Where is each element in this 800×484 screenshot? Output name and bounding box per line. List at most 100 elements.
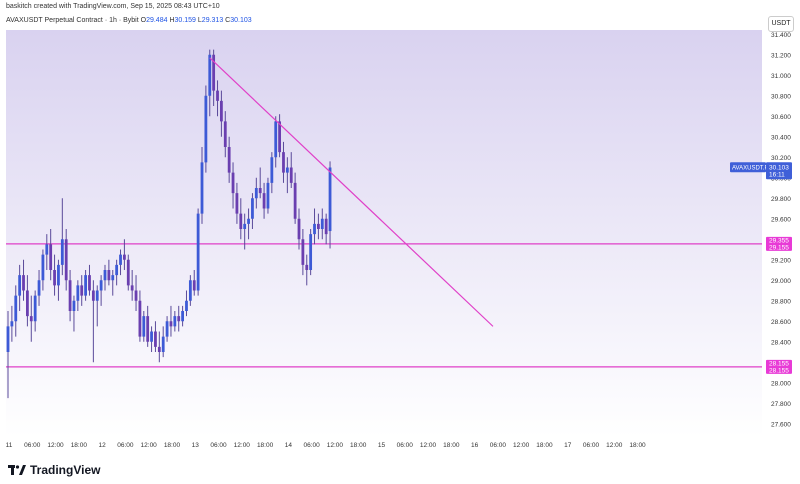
candle-body xyxy=(130,285,134,291)
candle-body xyxy=(278,121,281,153)
candle-body xyxy=(80,285,84,296)
candle-body xyxy=(208,54,212,96)
candle-body xyxy=(115,264,119,276)
y-tick-label: 29.800 xyxy=(771,196,791,203)
high-label: H xyxy=(169,17,175,24)
candle-body xyxy=(200,162,204,214)
logo-text: TradingView xyxy=(30,463,101,477)
candle-body xyxy=(181,311,184,322)
candle-body xyxy=(289,167,293,183)
candle-body xyxy=(328,167,332,232)
x-tick-label: 16 xyxy=(471,442,479,449)
candle-body xyxy=(37,280,41,296)
candle-body xyxy=(41,254,45,281)
price-badge-countdown: 16:11 xyxy=(769,172,785,179)
candle-body xyxy=(169,321,173,327)
candle-body xyxy=(72,300,76,311)
open-value: 29.484 xyxy=(146,17,168,24)
candle-body xyxy=(247,218,250,224)
y-tick-label: 31.000 xyxy=(771,73,791,80)
y-tick-label: 30.200 xyxy=(771,155,791,162)
candle-body xyxy=(212,54,216,91)
symbol-name: AVAXUSDT Perpetual Contract · 1h · Bybit xyxy=(6,17,139,24)
credit-text: baskitch created with TradingView.com, S… xyxy=(6,3,220,10)
candle-body xyxy=(123,254,126,260)
candle-body xyxy=(188,280,192,301)
x-tick-label: 17 xyxy=(564,442,572,449)
candle-body xyxy=(313,223,316,235)
candle-body xyxy=(119,254,122,265)
candle-body xyxy=(157,346,161,352)
candle-body xyxy=(239,213,243,229)
y-tick-label: 28.600 xyxy=(771,319,791,326)
x-tick-label: 06:00 xyxy=(210,442,227,449)
y-tick-label: 30.600 xyxy=(771,114,791,121)
candle-body xyxy=(150,331,153,342)
open-label: O xyxy=(140,17,147,24)
x-tick-label: 12:00 xyxy=(513,442,530,449)
candle-body xyxy=(99,280,103,291)
y-tick-label: 31.400 xyxy=(771,32,791,39)
time-axis[interactable]: 11 06:00 12:00 18:00 12 06:00 12:00 18:00 13 06:0… xyxy=(6,442,646,449)
x-tick-label: 12:00 xyxy=(47,442,64,449)
candle-body xyxy=(254,188,258,199)
x-tick-label: 18:00 xyxy=(71,442,88,449)
low-value: 29.313 xyxy=(201,17,224,24)
symbol-legend: AVAXUSDT Perpetual Contract · 1h · Bybit… xyxy=(6,17,252,24)
candle-body xyxy=(33,295,37,322)
horizontal-levels xyxy=(6,243,762,368)
candle-body xyxy=(320,218,324,229)
candle-body xyxy=(146,316,150,342)
candle-body xyxy=(103,270,107,281)
candle-body xyxy=(29,316,33,322)
x-tick-label: 12:00 xyxy=(234,442,251,449)
currency-button[interactable]: USDT xyxy=(768,16,794,32)
candle-body xyxy=(258,188,262,194)
y-tick-label: 27.800 xyxy=(771,401,791,408)
candle-body xyxy=(154,331,157,347)
candle-body xyxy=(301,239,305,265)
x-tick-label: 12:00 xyxy=(327,442,344,449)
level-badge-bottom-text: 29.155 xyxy=(769,244,789,251)
candle-body xyxy=(6,326,10,352)
x-tick-label: 15 xyxy=(378,442,386,449)
candle-body xyxy=(95,290,99,301)
close-value: 30.103 xyxy=(230,17,252,24)
candle-body xyxy=(10,321,14,327)
candle-body xyxy=(22,275,25,291)
candle-body xyxy=(305,264,309,270)
candle-body xyxy=(251,198,254,219)
y-tick-label: 29.600 xyxy=(771,216,791,223)
x-tick-label: 12 xyxy=(99,442,107,449)
x-tick-label: 18:00 xyxy=(536,442,553,449)
descending-trendline[interactable] xyxy=(209,57,494,327)
close-label: C xyxy=(225,17,231,24)
price-badge-value: 30.103 xyxy=(769,164,789,171)
candle-body xyxy=(192,280,196,291)
candle-body xyxy=(26,290,29,317)
y-tick-label: 29.200 xyxy=(771,257,791,264)
y-tick-label: 30.800 xyxy=(771,93,791,100)
candle-body xyxy=(177,316,181,322)
tradingview-logo[interactable]: TradingView xyxy=(8,463,100,477)
x-tick-label: 12:00 xyxy=(420,442,437,449)
candle-body xyxy=(161,336,165,352)
candle-body xyxy=(84,275,87,296)
level-badge-0 xyxy=(766,236,792,251)
x-tick-label: 18:00 xyxy=(164,442,181,449)
candle-body xyxy=(297,218,301,240)
y-tick-label: 28.000 xyxy=(771,380,791,387)
candle-body xyxy=(64,239,68,281)
candle-body xyxy=(220,100,223,122)
candle-body xyxy=(45,244,49,255)
footer xyxy=(0,458,800,484)
candle-body xyxy=(235,193,239,214)
x-tick-label: 06:00 xyxy=(303,442,320,449)
candle-body xyxy=(126,259,130,286)
trendline[interactable] xyxy=(209,57,494,327)
price-badge xyxy=(766,162,792,180)
candle-body xyxy=(138,300,142,337)
candle-body xyxy=(14,295,18,322)
x-tick-label: 06:00 xyxy=(397,442,414,449)
